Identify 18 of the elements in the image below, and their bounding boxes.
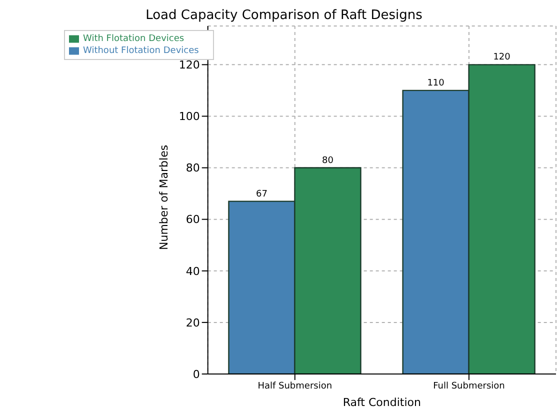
y-tick-label: 80 bbox=[186, 162, 200, 175]
x-axis-title: Raft Condition bbox=[342, 396, 422, 409]
x-tick-label: Full Submersion bbox=[433, 381, 505, 392]
y-tick-label: 0 bbox=[192, 368, 200, 381]
y-tick-label: 100 bbox=[178, 110, 200, 124]
y-tick-label: 20 bbox=[186, 316, 200, 330]
y-tick-label: 120 bbox=[178, 58, 200, 72]
y-tick-label: 60 bbox=[186, 213, 200, 226]
y-tick-label: 40 bbox=[186, 264, 200, 278]
x-tick-label: Half Submersion bbox=[258, 381, 332, 392]
data-label: 80 bbox=[322, 156, 334, 166]
chart-title: Load Capacity Comparison of Raft Designs bbox=[144, 8, 424, 24]
legend-label: With Flotation Devices bbox=[83, 34, 184, 44]
data-label: 67 bbox=[256, 189, 268, 200]
data-label: 120 bbox=[493, 52, 511, 63]
data-label: 110 bbox=[427, 78, 445, 88]
legend-label: Without Flotation Devices bbox=[83, 46, 199, 56]
y-axis-title: Number of Marbles bbox=[158, 144, 171, 250]
